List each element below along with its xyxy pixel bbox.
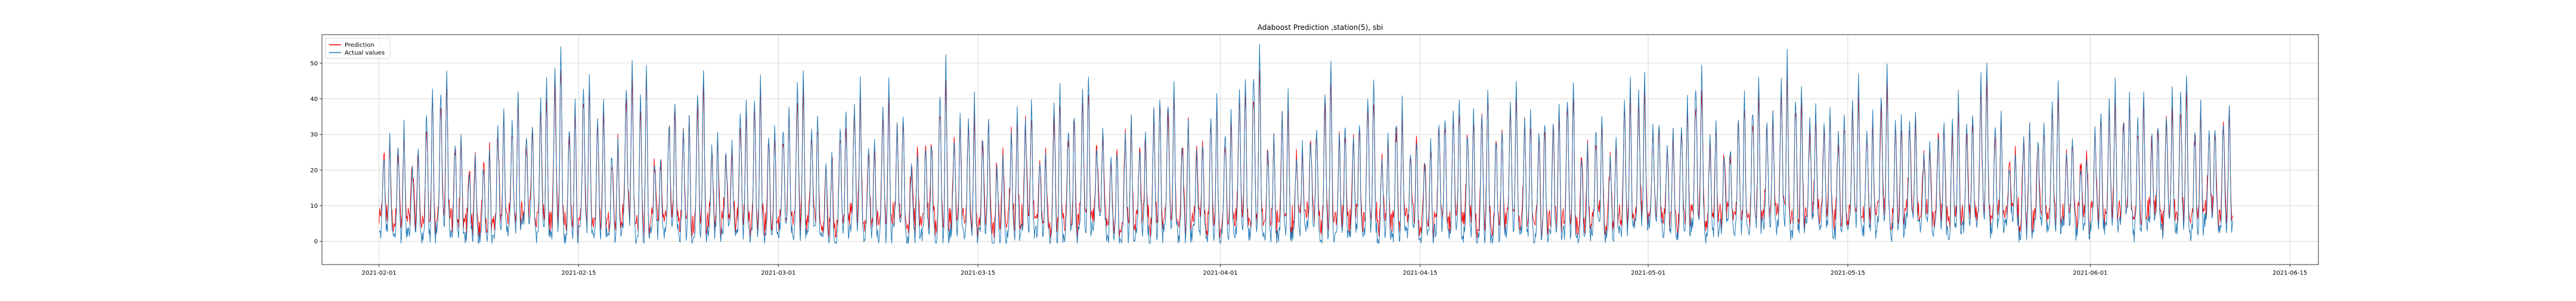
x-tick-label: 2021-02-01 — [362, 270, 397, 277]
y-tick-label: 40 — [310, 96, 318, 103]
x-tick-label: 2021-06-01 — [2073, 270, 2107, 277]
plot-frame — [321, 34, 2319, 265]
y-tick-label: 0 — [314, 239, 318, 245]
y-tick-label: 10 — [310, 203, 318, 210]
x-tick-label: 2021-02-15 — [561, 270, 596, 277]
x-tick-label: 2021-05-15 — [1831, 270, 1865, 277]
legend: Prediction Actual values — [325, 38, 391, 59]
x-tick-label: 2021-06-15 — [2272, 270, 2307, 277]
legend-box — [325, 38, 391, 59]
y-tick-label: 20 — [310, 167, 318, 174]
legend-label-prediction: Prediction — [345, 42, 374, 49]
x-tick-label: 2021-04-15 — [1402, 270, 1437, 277]
x-tick-label: 2021-03-01 — [761, 270, 795, 277]
y-tick-label: 30 — [310, 132, 318, 139]
x-tick-label: 2021-05-01 — [1631, 270, 1665, 277]
x-tick-label: 2021-03-15 — [961, 270, 995, 277]
series-lines — [379, 44, 2234, 244]
x-tick-label: 2021-04-01 — [1203, 270, 1238, 277]
y-tick-label: 50 — [310, 60, 318, 67]
chart-title: Adaboost Prediction ,station(5), sbi — [1258, 23, 1383, 32]
series-line-actual-values — [379, 44, 2234, 244]
axis-ticks: 2021-02-01 2021-02-15 2021-03-01 2021-03-15… — [310, 60, 2307, 277]
legend-label-actual-values: Actual values — [345, 50, 385, 57]
